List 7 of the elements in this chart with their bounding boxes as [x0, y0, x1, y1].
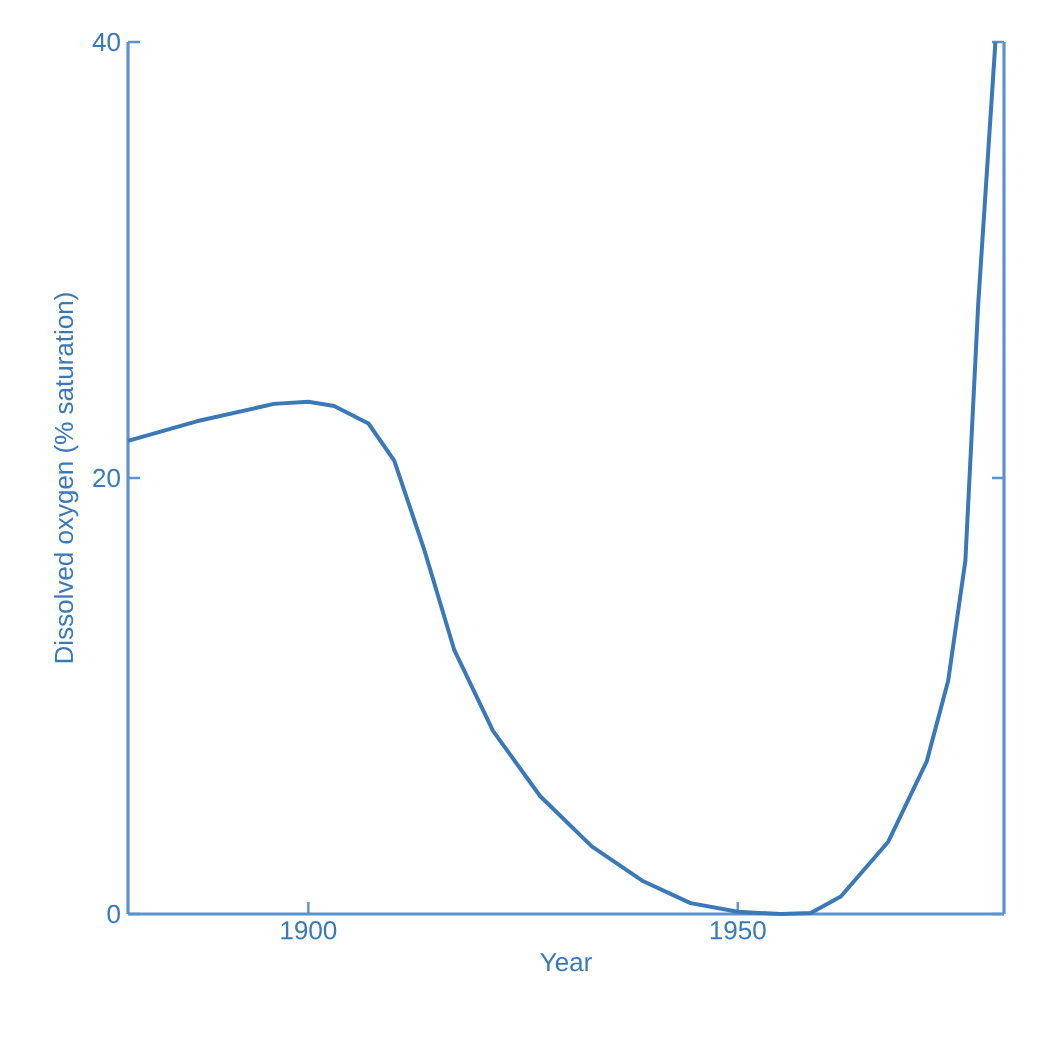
y-tick-label: 0: [107, 904, 120, 924]
y-tick-label: 20: [93, 468, 120, 488]
x-tick-label: 1950: [710, 921, 766, 940]
y-tick-label: 40: [92, 32, 120, 52]
y-axis-title: Dissolved oxygen (% saturation): [54, 293, 79, 663]
x-axis-title: Year: [540, 953, 592, 972]
x-tick-label: 1900: [281, 921, 337, 940]
